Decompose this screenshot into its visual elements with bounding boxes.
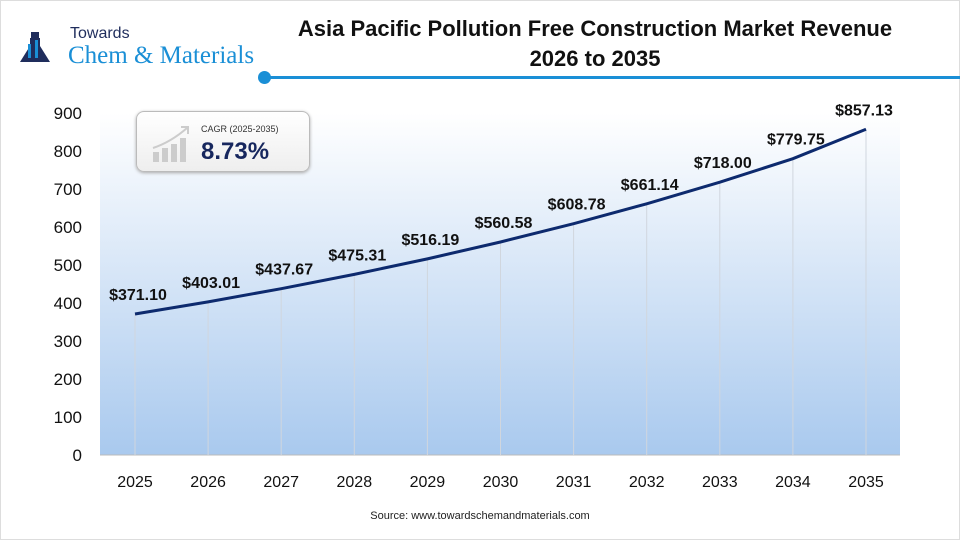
x-tick-label: 2028 — [337, 474, 373, 491]
x-tick-label: 2025 — [117, 474, 153, 491]
cagr-box: CAGR (2025-2035) 8.73% — [136, 111, 310, 172]
y-tick-label: 0 — [73, 446, 82, 465]
data-label: $437.67 — [255, 262, 313, 279]
source: Source: www.towardschemandmaterials.com — [370, 510, 590, 522]
y-tick-label: 900 — [54, 104, 82, 123]
title-line2: 2026 to 2035 — [529, 46, 661, 71]
x-tick-label: 2032 — [629, 474, 665, 491]
y-tick-label: 500 — [54, 256, 82, 275]
title-line1: Asia Pacific Pollution Free Construction… — [297, 16, 893, 41]
data-label: $857.13 — [835, 102, 893, 119]
y-tick-label: 400 — [54, 294, 82, 313]
y-tick-label: 800 — [54, 142, 82, 161]
data-label: $371.10 — [109, 287, 167, 304]
x-tick-label: 2030 — [483, 474, 519, 491]
x-tick-label: 2027 — [263, 474, 299, 491]
logo-line1: Towards — [70, 25, 130, 42]
y-tick-label: 200 — [54, 370, 82, 389]
data-label: $661.14 — [621, 177, 679, 194]
logo-line2: Chem & Materials — [68, 42, 255, 69]
y-tick-label: 300 — [54, 332, 82, 351]
series-line — [134, 127, 867, 316]
flask-icon — [20, 32, 50, 62]
logo: Towards Chem & Materials — [18, 24, 258, 70]
y-tick-label: 700 — [54, 180, 82, 199]
x-tick-label: 2029 — [410, 474, 446, 491]
cagr-value: 8.73% — [201, 138, 270, 165]
y-tick-label: 100 — [54, 408, 82, 427]
x-tick-label: 2035 — [848, 474, 884, 491]
title-rule — [270, 76, 960, 79]
data-label: $516.19 — [401, 232, 459, 249]
data-label: $718.00 — [694, 155, 752, 172]
growth-chart-icon — [152, 126, 189, 162]
cagr-label: CAGR (2025-2035) — [201, 124, 279, 134]
data-label: $608.78 — [548, 197, 606, 214]
data-label: $475.31 — [328, 247, 386, 264]
rule-dot — [258, 71, 271, 84]
chart-title: Asia Pacific Pollution Free Construction… — [260, 14, 930, 74]
data-label: $403.01 — [182, 275, 240, 292]
x-tick-label: 2034 — [775, 474, 811, 491]
data-label: $779.75 — [767, 132, 825, 149]
x-tick-label: 2031 — [556, 474, 592, 491]
x-tick-label: 2033 — [702, 474, 738, 491]
x-tick-label: 2026 — [190, 474, 226, 491]
data-label: $560.58 — [475, 215, 533, 232]
y-tick-label: 600 — [54, 218, 82, 237]
